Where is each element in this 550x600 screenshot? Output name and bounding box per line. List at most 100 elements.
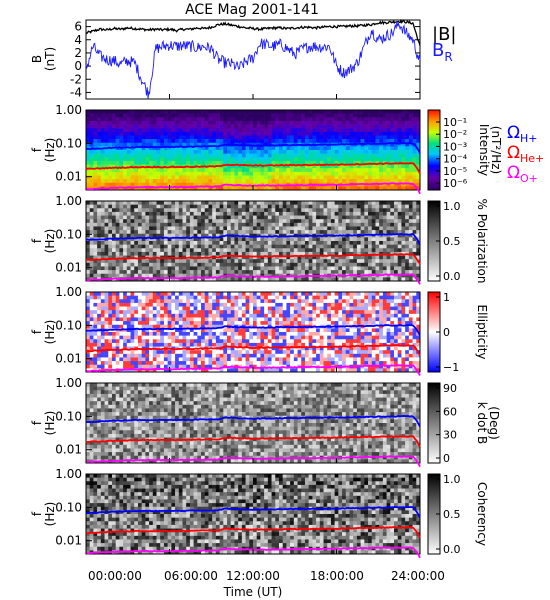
polarization-cell	[104, 273, 109, 278]
polarization-cell	[249, 201, 254, 205]
polarization-cell	[175, 266, 180, 271]
polarization-cell	[186, 262, 191, 267]
polarization-cell	[212, 233, 217, 238]
intensity-cell	[141, 113, 146, 118]
intensity-cell	[178, 139, 183, 144]
intensity-cell	[123, 150, 128, 154]
ellipticity-cell	[241, 332, 246, 336]
polarization-cbar-label: 0.5	[443, 235, 461, 248]
intensity-cell	[327, 131, 332, 136]
intensity-cell	[260, 171, 265, 176]
intensity-cell	[290, 168, 295, 173]
polarization-cell	[123, 273, 128, 278]
ellipticity-cell	[97, 339, 102, 344]
ellipticity-cell	[104, 342, 109, 347]
intensity-cell	[160, 124, 165, 129]
polarization-cell	[201, 219, 206, 224]
polarization-cell	[201, 230, 206, 235]
intensity-cell	[108, 182, 113, 187]
polarization-cell	[126, 215, 131, 220]
ellipticity-cell	[182, 310, 187, 315]
intensity-cell	[394, 120, 399, 125]
intensity-cell	[394, 186, 399, 191]
polarization-cell	[260, 277, 265, 282]
polarization-cell	[319, 201, 324, 205]
ellipticity-cell	[227, 306, 232, 311]
intensity-cell	[208, 113, 213, 118]
polarization-cell	[308, 219, 313, 224]
intensity-cell	[360, 179, 365, 184]
ellipticity-cell	[208, 321, 213, 326]
intensity-cell	[201, 150, 206, 154]
polarization-cell	[160, 201, 165, 205]
intensity-cell	[390, 182, 395, 187]
polarization-cell	[304, 270, 309, 275]
intensity-cell	[371, 124, 376, 129]
polarization-cell	[111, 248, 116, 253]
intensity-cell	[342, 135, 347, 140]
intensity-cell	[212, 175, 217, 180]
intensity-cell	[278, 128, 283, 133]
intensity-cell	[304, 157, 309, 162]
intensity-cell	[282, 135, 287, 140]
intensity-cell	[230, 164, 235, 169]
ellipticity-cell	[171, 313, 176, 318]
polarization-cell	[353, 201, 358, 205]
intensity-cell	[119, 171, 124, 176]
intensity-cell	[360, 139, 365, 144]
polarization-cell	[249, 208, 254, 213]
ellipticity-cell	[89, 335, 94, 340]
ellipticity-cell	[208, 361, 213, 366]
ellipticity-cell	[227, 335, 232, 340]
intensity-cell	[100, 131, 105, 136]
ellipticity-cell	[230, 317, 235, 322]
polarization-cell	[286, 204, 291, 209]
polarization-cell	[89, 230, 94, 235]
intensity-cell	[401, 179, 406, 184]
intensity-cell	[408, 117, 413, 122]
polarization-cell	[130, 226, 135, 231]
intensity-cell	[137, 157, 142, 162]
polarization-cell	[356, 262, 361, 267]
polarization-cell	[297, 226, 302, 231]
intensity-cell	[282, 157, 287, 162]
intensity-cell	[256, 160, 261, 165]
ellipticity-cell	[167, 339, 172, 344]
intensity-cell	[193, 120, 198, 125]
intensity-cell	[193, 186, 198, 191]
ellipticity-cell	[86, 313, 91, 318]
intensity-cell	[412, 153, 417, 158]
ellipticity-cell	[189, 310, 194, 315]
intensity-cell	[301, 179, 306, 184]
intensity-cell	[282, 117, 287, 122]
intensity-cell	[397, 139, 402, 144]
intensity-cell	[345, 117, 350, 122]
intensity-cell	[264, 179, 269, 184]
ellipticity-cell	[215, 313, 220, 318]
polarization-cell	[197, 273, 202, 278]
ellipticity-cell	[201, 335, 206, 340]
polarization-cell	[278, 244, 283, 249]
ellipticity-cell	[100, 324, 105, 329]
polarization-cell	[353, 270, 358, 275]
intensity-cell	[245, 146, 250, 151]
polarization-cell	[100, 204, 105, 209]
intensity-cell	[282, 150, 287, 154]
polarization-cell	[386, 277, 391, 282]
polarization-cell	[349, 270, 354, 275]
ellipticity-cell	[163, 328, 168, 333]
intensity-cell	[282, 110, 287, 114]
polarization-cell	[156, 241, 161, 245]
intensity-cell	[368, 153, 373, 158]
ellipticity-cell	[163, 295, 168, 300]
ellipticity-cell	[167, 321, 172, 326]
polarization-cell	[126, 204, 131, 209]
ellipticity-cell	[115, 339, 120, 344]
intensity-cell	[353, 110, 358, 114]
polarization-cell	[386, 248, 391, 253]
intensity-cell	[345, 139, 350, 144]
polarization-cell	[408, 219, 413, 224]
intensity-cell	[286, 146, 291, 151]
intensity-cell	[86, 168, 91, 173]
polarization-cell	[223, 255, 228, 260]
